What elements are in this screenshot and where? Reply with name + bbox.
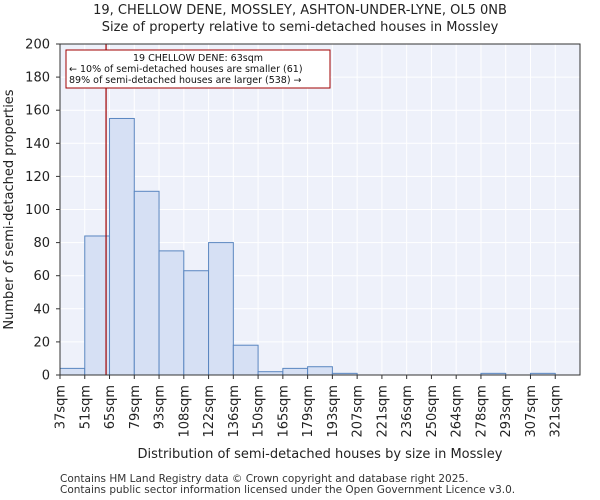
x-tick-label: 307sqm [524, 385, 539, 438]
x-tick-label: 278sqm [474, 385, 489, 438]
histogram-bar [59, 367, 86, 376]
y-tick-label: 180 [25, 71, 50, 86]
annotation-box: 19 CHELLOW DENE: 63sqm ← 10% of semi-det… [65, 49, 331, 89]
histogram-bar [307, 366, 333, 376]
chart-title: 19, CHELLOW DENE, MOSSLEY, ASHTON-UNDER-… [93, 3, 507, 18]
x-tick-label: 65sqm [103, 385, 118, 429]
histogram-bar [183, 270, 210, 376]
x-tick-label: 321sqm [549, 385, 564, 438]
y-tick-label: 160 [25, 104, 50, 119]
footer-licence: Contains public sector information licen… [60, 484, 516, 496]
histogram-bar [232, 344, 259, 376]
y-tick-label: 60 [33, 269, 50, 284]
y-tick-label: 20 [33, 335, 50, 350]
x-tick-label: 37sqm [54, 385, 69, 429]
annotation-line2: ← 10% of semi-detached houses are smalle… [69, 64, 303, 75]
annotation-border [65, 49, 331, 89]
x-tick-label: 79sqm [128, 385, 143, 429]
x-tick-label: 165sqm [276, 385, 291, 438]
histogram-bar [133, 190, 160, 376]
x-tick-label: 293sqm [499, 385, 514, 438]
plot-frame [59, 43, 581, 376]
x-tick-label: 193sqm [326, 385, 341, 438]
y-tick-label: 100 [25, 203, 50, 218]
x-tick-label: 221sqm [375, 385, 390, 438]
histogram-chart: 0 20 40 60 80 100 120 140 160 180 200 37sqm 51sqm 65… [2, 38, 581, 462]
y-tick-label: 140 [25, 137, 50, 152]
y-tick-label: 40 [33, 302, 50, 317]
x-tick-label: 150sqm [252, 385, 267, 438]
y-tick-label: 80 [33, 236, 50, 251]
x-axis-label: Distribution of semi-detached houses by … [138, 447, 503, 462]
footer-copyright: Contains HM Land Registry data © Crown c… [60, 473, 469, 485]
annotation-line1: 19 CHELLOW DENE: 63sqm [133, 53, 263, 64]
x-tick-label: 93sqm [153, 385, 168, 429]
x-tick-label: 51sqm [78, 385, 93, 429]
y-axis-ticks: 0 20 40 60 80 100 120 140 160 180 200 [25, 38, 60, 384]
histogram-bar [158, 250, 185, 376]
x-tick-label: 236sqm [400, 385, 415, 438]
x-tick-label: 264sqm [450, 385, 465, 438]
y-tick-label: 0 [42, 369, 50, 384]
histogram-bar [109, 117, 135, 376]
x-tick-label: 207sqm [351, 385, 366, 438]
x-axis-ticks: 37sqm 51sqm 65sqm 79sqm 93sqm 108sqm 122sqm 136… [54, 375, 564, 438]
chart-subtitle: Size of property relative to semi-detach… [101, 20, 499, 35]
histogram-bar [282, 367, 309, 376]
x-tick-label: 250sqm [425, 385, 440, 438]
bars [59, 117, 556, 376]
histogram-bar [208, 242, 234, 376]
x-tick-label: 136sqm [227, 385, 242, 438]
x-tick-label: 108sqm [177, 385, 192, 438]
y-tick-label: 120 [25, 170, 50, 185]
y-axis-label: Number of semi-detached properties [2, 89, 17, 329]
x-tick-label: 122sqm [202, 385, 217, 438]
x-tick-label: 179sqm [301, 385, 316, 438]
y-tick-label: 200 [25, 38, 50, 53]
annotation-line3: 89% of semi-detached houses are larger (… [69, 75, 302, 86]
